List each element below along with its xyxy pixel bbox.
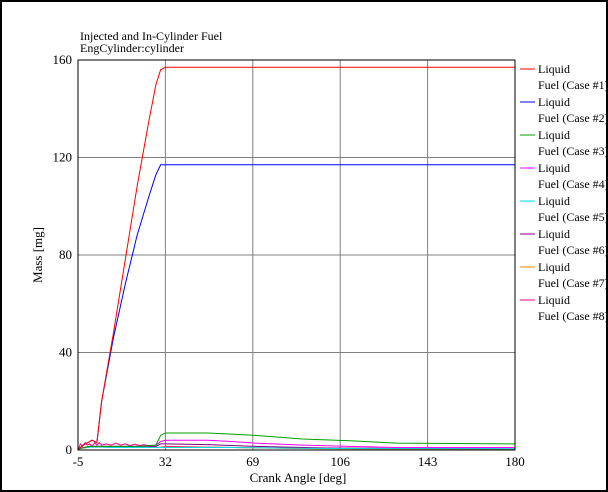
grid [78, 60, 515, 450]
x-tick-label: 143 [418, 454, 438, 469]
series-line-case-1 [77, 66, 515, 451]
series-line-case-3 [77, 432, 516, 450]
x-tick-label: -5 [73, 454, 84, 469]
x-tick-label: 32 [159, 454, 172, 469]
series-lines [77, 66, 516, 451]
y-tick-label: 120 [53, 150, 73, 165]
x-tick-label: 180 [505, 454, 525, 469]
legend-item-case-7: Liquid Fuel (Case #7) [520, 260, 608, 290]
tick-labels: -5 32 69 106 143 180 0 40 80 120 160 [53, 52, 525, 469]
y-axis-label: Mass [mg] [30, 227, 45, 283]
legend-item-case-6: Liquid Fuel (Case #6) [520, 227, 608, 257]
plot-area-border [77, 59, 516, 451]
legend-label-line-2: Fuel (Case #1) [538, 78, 608, 92]
y-tick-label: 80 [59, 247, 72, 262]
legend-item-case-3: Liquid Fuel (Case #3) [520, 128, 608, 158]
series-line-case-5 [77, 446, 516, 450]
legend-item-case-1: Liquid Fuel (Case #1) [520, 62, 608, 92]
legend-label-line-1: Liquid [538, 194, 570, 208]
series-line-case-2 [77, 164, 515, 451]
x-tick-label: 106 [330, 454, 350, 469]
legend-label-line-2: Fuel (Case #6) [538, 243, 608, 257]
y-tick-label: 160 [53, 52, 73, 67]
legend-item-case-5: Liquid Fuel (Case #5) [520, 194, 608, 224]
legend-label-line-1: Liquid [538, 62, 570, 76]
chart-title: Injected and In-Cylinder Fuel [80, 29, 223, 43]
legend-label-line-1: Liquid [538, 128, 570, 142]
legend-label-line-2: Fuel (Case #3) [538, 144, 608, 158]
legend-item-case-4: Liquid Fuel (Case #4) [520, 161, 608, 191]
x-tick-label: 69 [246, 454, 259, 469]
legend-item-case-8: Liquid Fuel (Case #8) [520, 293, 608, 323]
legend-label-line-2: Fuel (Case #2) [538, 111, 608, 125]
legend-label-line-2: Fuel (Case #8) [538, 309, 608, 323]
legend-label-line-1: Liquid [538, 95, 570, 109]
legend: Liquid Fuel (Case #1) Liquid Fuel (Case #2)… [520, 62, 608, 323]
legend-item-case-2: Liquid Fuel (Case #2) [520, 95, 608, 125]
legend-label-line-2: Fuel (Case #4) [538, 177, 608, 191]
legend-label-line-2: Fuel (Case #5) [538, 210, 608, 224]
legend-label-line-2: Fuel (Case #7) [538, 276, 608, 290]
legend-label-line-1: Liquid [538, 161, 570, 175]
y-tick-label: 40 [59, 345, 72, 360]
chart-subtitle: EngCylinder:cylinder [80, 41, 184, 55]
y-tick-label: 0 [66, 442, 73, 457]
legend-label-line-1: Liquid [538, 293, 570, 307]
legend-label-line-1: Liquid [538, 227, 570, 241]
x-axis-label: Crank Angle [deg] [250, 470, 347, 485]
legend-label-line-1: Liquid [538, 260, 570, 274]
